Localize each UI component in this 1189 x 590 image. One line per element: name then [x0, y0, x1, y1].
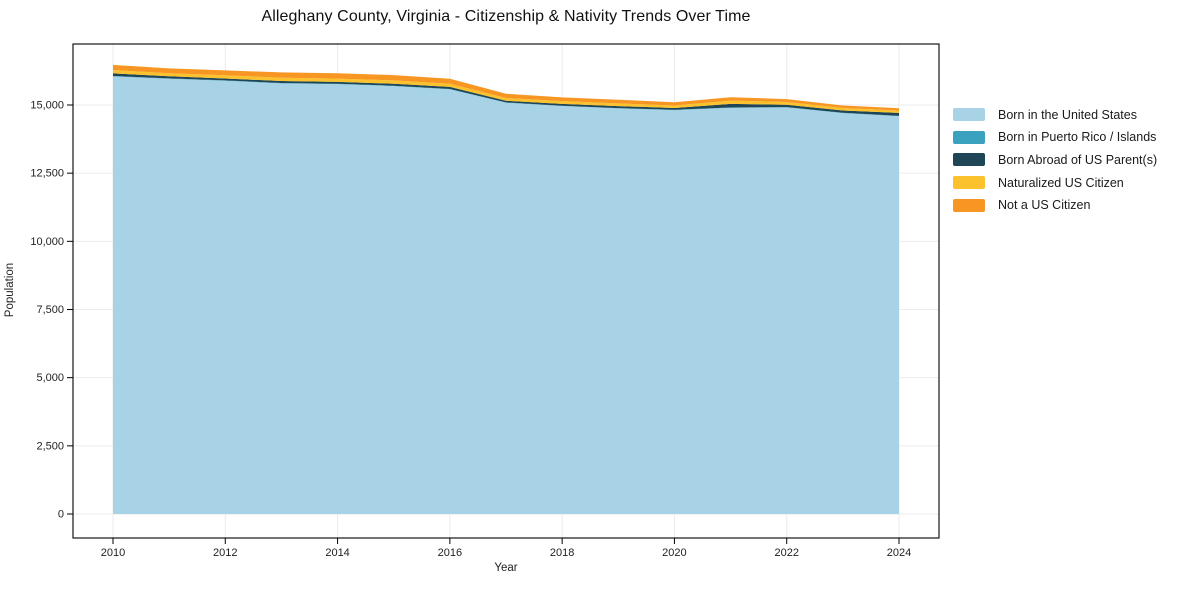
- y-tick-label: 7,500: [36, 304, 64, 316]
- x-tick-label: 2012: [213, 547, 237, 559]
- legend-item: Not a US Citizen: [953, 197, 1157, 214]
- chart-title: Alleghany County, Virginia - Citizenship…: [261, 8, 751, 25]
- area-series: [113, 76, 899, 515]
- legend-label: Not a US Citizen: [998, 198, 1091, 213]
- legend-item: Born in the United States: [953, 106, 1157, 123]
- y-tick-label: 12,500: [30, 168, 64, 180]
- plot-border: [72, 43, 940, 539]
- legend: Born in the United States Born in Puerto …: [953, 106, 1157, 219]
- y-axis-label: Population: [4, 262, 16, 318]
- legend-item: Born in Puerto Rico / Islands: [953, 129, 1157, 146]
- x-axis-label: Year: [494, 562, 518, 574]
- x-tick-label: 2024: [887, 547, 911, 559]
- y-tick-label: 10,000: [30, 236, 64, 248]
- legend-swatch: [953, 198, 985, 212]
- y-tick-label: 0: [58, 509, 64, 521]
- x-tick-label: 2020: [662, 547, 686, 559]
- legend-item: Naturalized US Citizen: [953, 174, 1157, 191]
- y-tick-label: 15,000: [30, 100, 64, 112]
- area-series: [113, 70, 899, 113]
- legend-label: Born in the United States: [998, 107, 1137, 122]
- x-tick-label: 2022: [774, 547, 798, 559]
- y-tick-label: 5,000: [36, 372, 64, 384]
- x-tick-label: 2010: [101, 547, 125, 559]
- legend-swatch: [953, 130, 985, 144]
- x-tick-label: 2016: [438, 547, 462, 559]
- x-tick-label: 2018: [550, 547, 574, 559]
- legend-swatch: [953, 108, 985, 121]
- legend-swatch: [953, 176, 985, 190]
- legend-item: Born Abroad of US Parent(s): [953, 151, 1157, 168]
- x-tick-label: 2014: [325, 547, 349, 559]
- legend-label: Born Abroad of US Parent(s): [998, 152, 1158, 167]
- legend-label: Born in Puerto Rico / Islands: [998, 130, 1157, 145]
- y-tick-label: 2,500: [36, 440, 64, 452]
- area-series: [113, 73, 899, 116]
- legend-label: Naturalized US Citizen: [998, 175, 1124, 190]
- legend-swatch: [953, 153, 985, 167]
- area-series: [113, 64, 899, 111]
